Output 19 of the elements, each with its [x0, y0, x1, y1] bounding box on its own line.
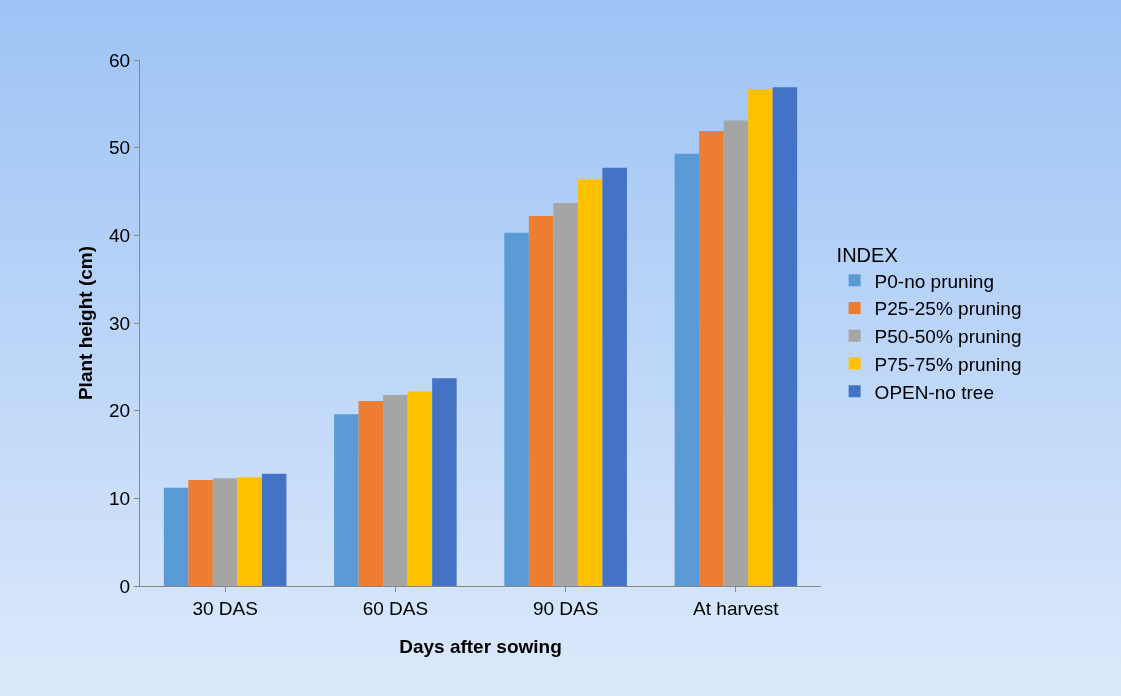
y-tick-label: 0 — [119, 575, 131, 597]
x-tick-label: 30 DAS — [192, 597, 258, 619]
legend-label: P0-no pruning — [874, 270, 994, 292]
y-tick-label: 20 — [109, 400, 131, 422]
legend-label: OPEN-no tree — [874, 381, 994, 403]
legend-title: INDEX — [836, 243, 898, 266]
legend-label: P75-75% pruning — [874, 353, 1022, 375]
y-tick-label: 60 — [109, 49, 131, 71]
y-tick-label: 40 — [109, 224, 131, 246]
x-tick-label: At harvest — [693, 597, 780, 619]
legend-label: P25-25% pruning — [874, 298, 1022, 320]
y-axis-title: Plant height (cm) — [75, 245, 96, 401]
y-tick-label: 30 — [109, 312, 131, 334]
y-tick-label: 10 — [109, 487, 131, 509]
x-tick-label: 60 DAS — [362, 597, 429, 619]
legend-label: P50-50% pruning — [874, 326, 1022, 348]
x-tick-label: 90 DAS — [532, 597, 599, 619]
x-axis-title: Days after sowing — [399, 636, 562, 657]
y-tick-label: 50 — [109, 137, 131, 159]
